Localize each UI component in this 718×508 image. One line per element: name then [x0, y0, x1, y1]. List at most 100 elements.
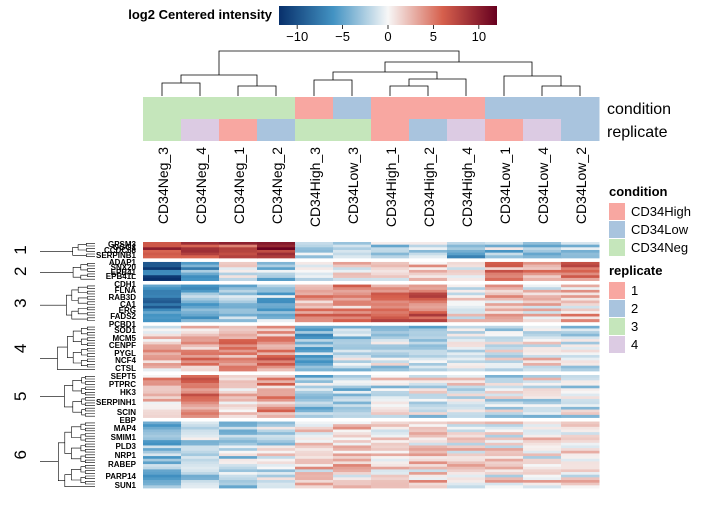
heatmap-cell [143, 269, 182, 273]
heatmap-cell [561, 421, 600, 425]
row-dendrogram-branch [87, 326, 95, 331]
legend-swatch [609, 336, 625, 353]
heatmap-cell [333, 269, 372, 273]
heatmap-cell [485, 277, 524, 281]
heatmap-cell [371, 316, 410, 320]
heatmap-cell [257, 393, 296, 397]
heatmap-cell [523, 261, 562, 266]
heatmap-cell [333, 352, 372, 356]
heatmap-cell [561, 300, 600, 304]
heatmap-cell [257, 300, 296, 304]
heatmap-cell [143, 333, 182, 337]
heatmap-cell [523, 374, 562, 379]
column-annotations [143, 97, 600, 141]
heatmap-cell [447, 477, 486, 481]
heatmap-cell [485, 275, 524, 279]
heatmap-cell [409, 336, 448, 340]
heatmap-cell [447, 325, 486, 329]
heatmap-cell [561, 333, 600, 337]
annotation-replicate-cell [485, 119, 524, 141]
heatmap-cell [143, 242, 182, 246]
legend-label: 1 [631, 283, 638, 298]
heatmap-cell [371, 442, 410, 446]
heatmap-cell [143, 339, 182, 343]
heatmap-cell [257, 264, 296, 268]
heatmap-cell [257, 398, 296, 402]
heatmap-cell [333, 393, 372, 397]
heatmap-cell [219, 440, 258, 444]
heatmap-cell [295, 360, 334, 364]
heatmap-cell [181, 247, 220, 251]
heatmap-cell [181, 456, 220, 460]
heatmap-cell [485, 244, 524, 248]
heatmap-cell [447, 267, 486, 271]
heatmap-cell [371, 404, 410, 408]
heatmap-cell [257, 424, 296, 428]
heatmap-cell [561, 382, 600, 387]
heatmap-cell [447, 414, 486, 418]
row-dendrogram-branch [81, 377, 86, 384]
heatmap-cell [561, 252, 600, 256]
heatmap-cell [219, 287, 258, 291]
heatmap-cell [371, 347, 410, 351]
heatmap-cell [447, 272, 486, 276]
heatmap-cell [523, 421, 562, 425]
heatmap-cell [257, 434, 296, 438]
heatmap-cell [371, 313, 410, 317]
heatmap-cell [523, 424, 562, 428]
row-dendrogram-branch [85, 427, 95, 432]
heatmap-cell [409, 277, 448, 281]
heatmap-cell [143, 365, 182, 369]
heatmap-cell [295, 289, 334, 293]
heatmap-cell [257, 437, 296, 441]
row-dendrogram-branch [87, 332, 95, 336]
heatmap-cell [523, 355, 562, 359]
heatmap-cell [257, 406, 296, 410]
heatmap-cell [485, 249, 524, 254]
heatmap-cell [295, 404, 334, 408]
heatmap-cell [447, 412, 486, 416]
row-dendrogram-branch [80, 445, 86, 452]
heatmap-cell [181, 328, 220, 332]
heatmap-cell [561, 432, 600, 436]
heatmap-cell [295, 414, 334, 418]
heatmap-cell [257, 249, 296, 254]
heatmap-cell [143, 412, 182, 416]
heatmap-cell [143, 261, 182, 266]
colorbar-tick-label: 10 [472, 29, 486, 44]
heatmap-cell [333, 464, 372, 468]
heatmap-cell [485, 450, 524, 454]
heatmap-cell [219, 328, 258, 332]
heatmap-cell [257, 477, 296, 481]
heatmap-cell [219, 284, 258, 288]
heatmap-cell [333, 385, 372, 389]
heatmap-cell [409, 485, 448, 489]
heatmap-cell [371, 319, 410, 323]
heatmap-cell [523, 426, 562, 430]
heatmap-cell [333, 368, 372, 372]
heatmap-cell [257, 480, 296, 484]
heatmap-cell [257, 275, 296, 279]
heatmap-cell [447, 269, 486, 273]
heatmap-cell [219, 305, 258, 309]
heatmap-cell [447, 456, 486, 460]
heatmap-cell [523, 461, 562, 465]
heatmap-cell [181, 300, 220, 304]
heatmap-cell [561, 393, 600, 397]
heatmap-cell [409, 331, 448, 335]
row-dendrogram-branch [77, 297, 88, 304]
heatmap-cell [333, 328, 372, 332]
heatmap-cell [371, 267, 410, 271]
heatmap-cell [561, 458, 600, 462]
row-dendrogram-branch [85, 454, 95, 458]
heatmap-cell [219, 388, 258, 392]
heatmap-cell [485, 434, 524, 438]
row-dendrogram-branch [58, 442, 65, 481]
heatmap-cell [447, 448, 486, 452]
heatmap-cell [409, 308, 448, 312]
heatmap-cell [371, 445, 410, 449]
heatmap-cell [409, 414, 448, 418]
heatmap-cell [295, 352, 334, 356]
heatmap-cell [181, 267, 220, 271]
